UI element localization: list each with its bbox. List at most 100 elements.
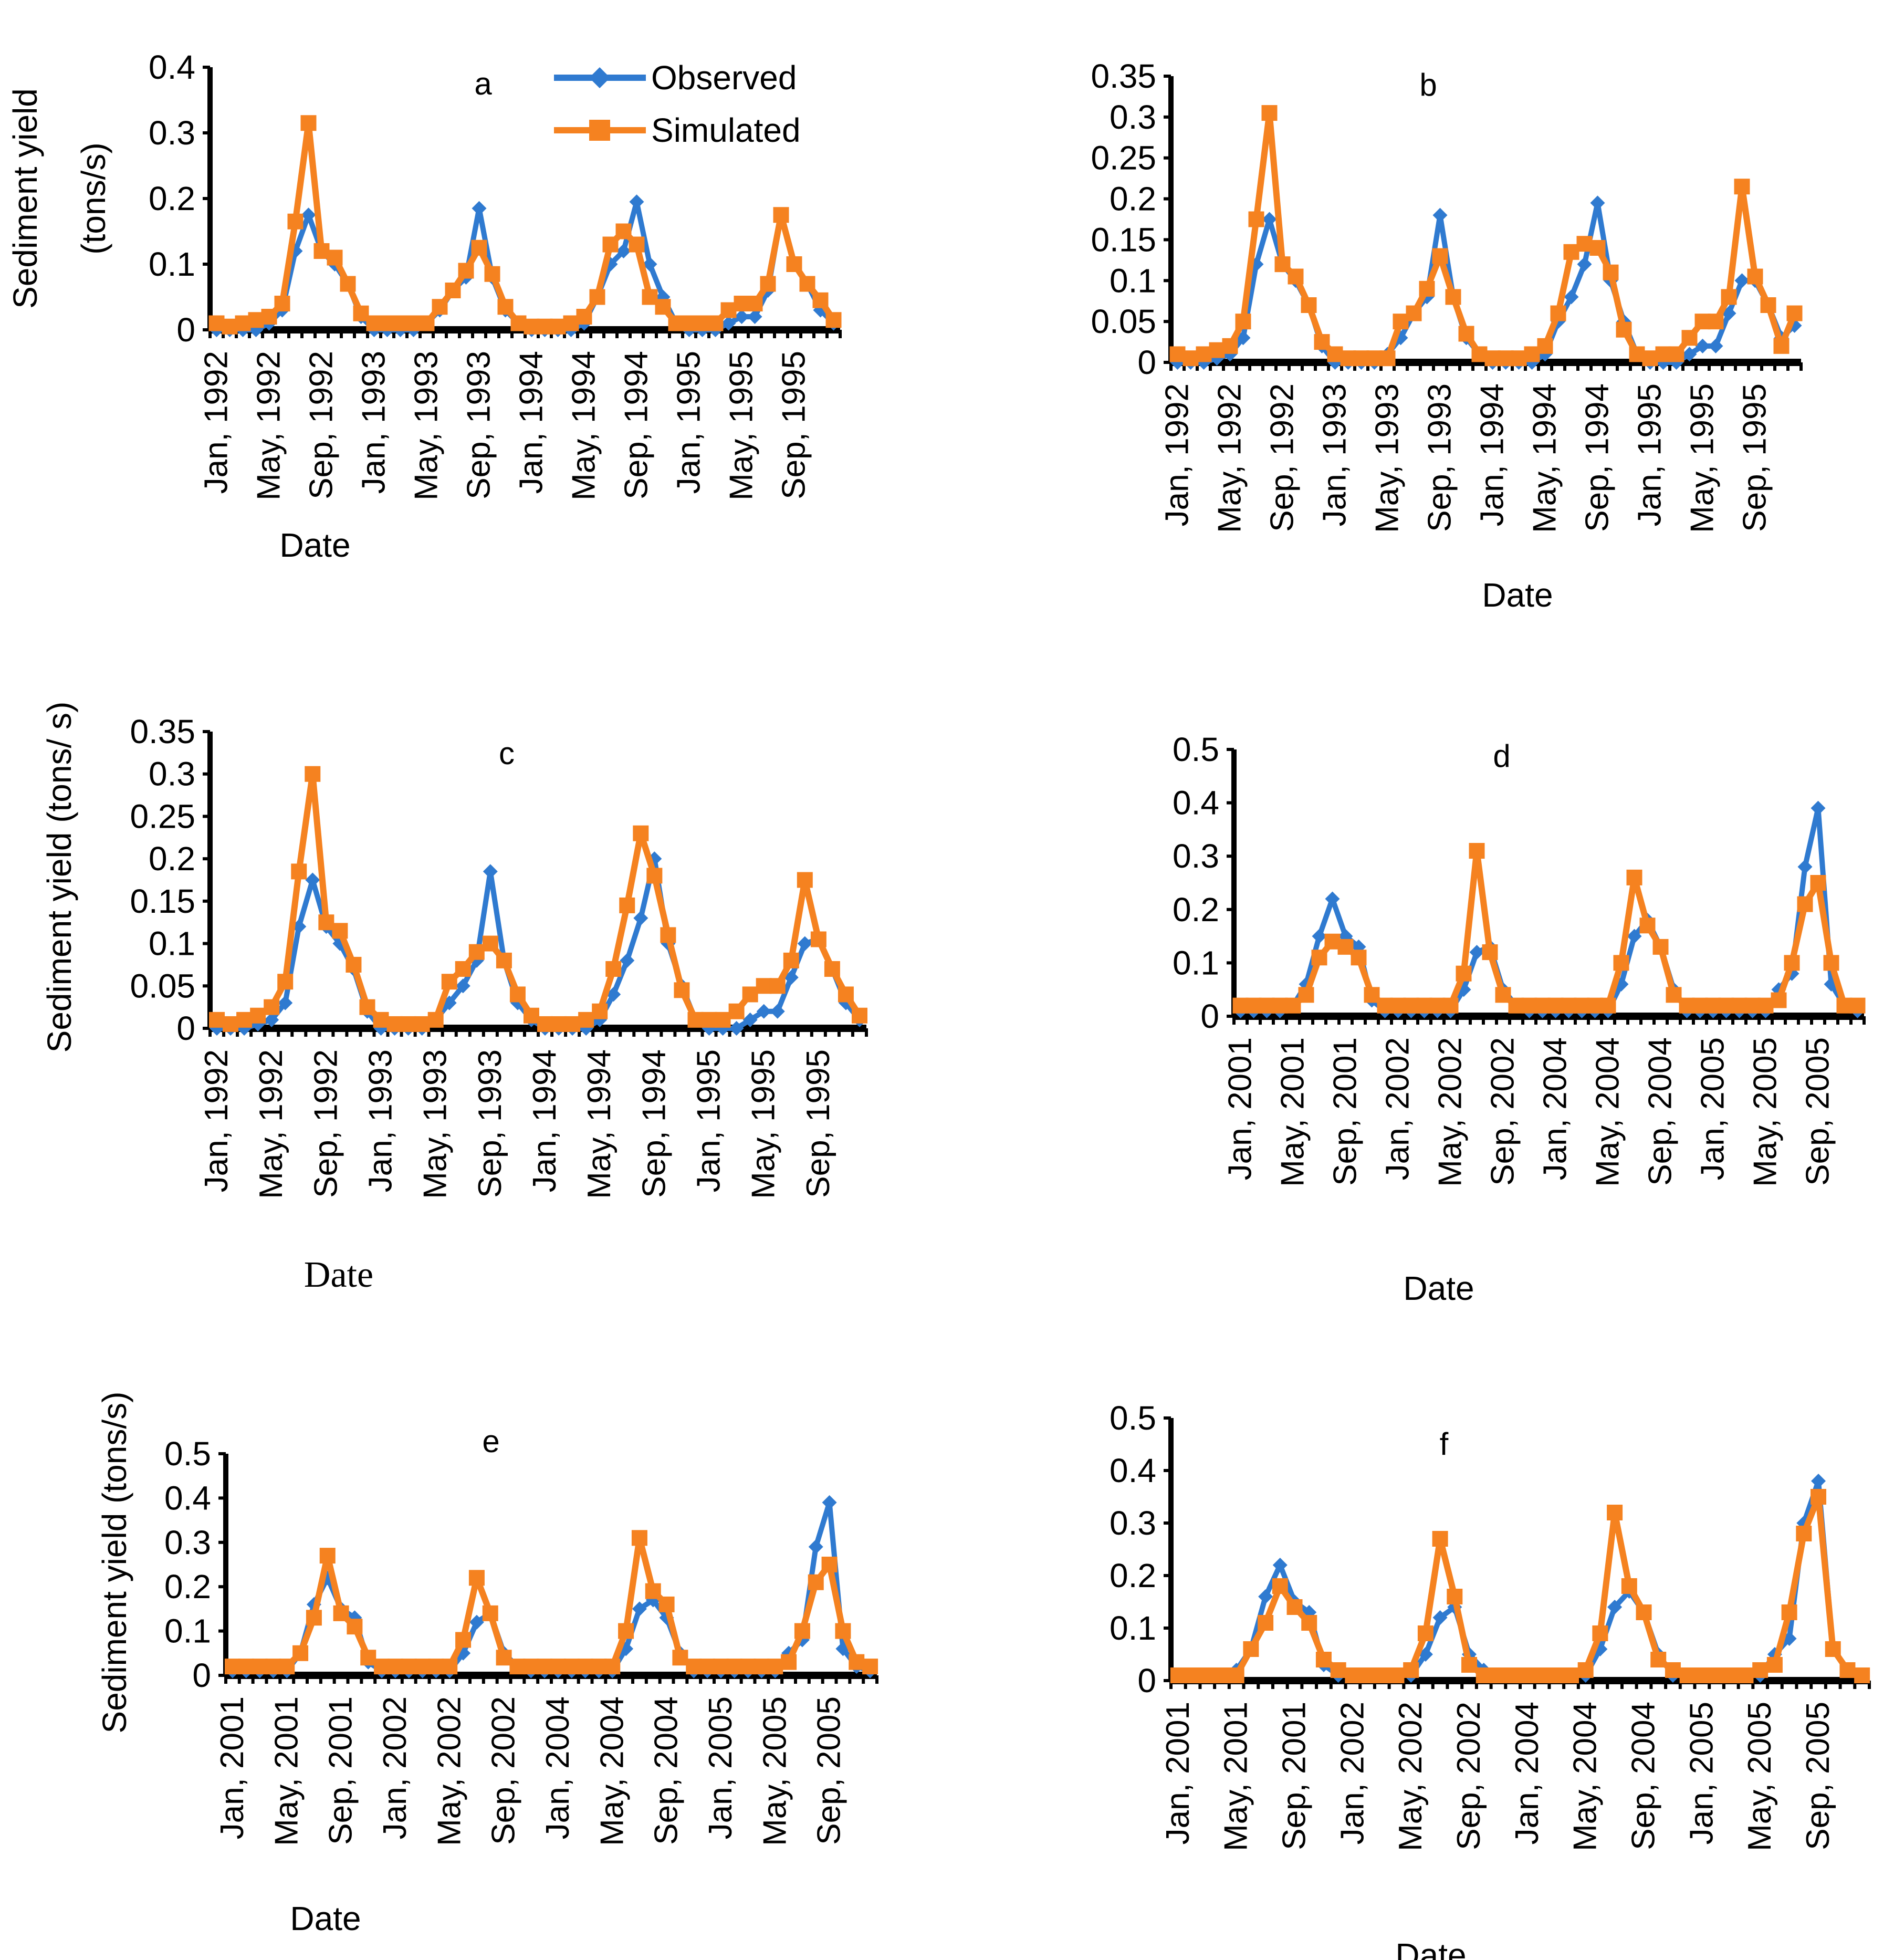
y-tick-label: 0 — [176, 1009, 195, 1047]
simulated-point — [509, 1659, 526, 1675]
simulated-point — [1403, 1662, 1419, 1678]
simulated-point — [1447, 1589, 1463, 1604]
simulated-point — [604, 1659, 621, 1675]
simulated-point — [300, 115, 317, 131]
simulated-point — [224, 1659, 240, 1675]
x-tick-label: Jan, 1995 — [671, 351, 707, 494]
x-tick-label: Sep, 1993 — [461, 351, 497, 499]
simulated-point — [618, 1623, 634, 1639]
observed-point — [747, 309, 762, 324]
y-tick-label: 0.4 — [164, 1479, 211, 1517]
x-axis-label: Date — [1395, 1936, 1466, 1960]
simulated-point — [1679, 1667, 1696, 1683]
observed-point — [797, 936, 812, 951]
observed-point — [1607, 1600, 1623, 1614]
simulated-point — [1490, 1667, 1506, 1683]
simulated-point — [1458, 326, 1474, 342]
simulated-point — [767, 1659, 783, 1675]
x-tick-label: Sep, 2005 — [1800, 1037, 1836, 1186]
simulated-point — [760, 276, 776, 292]
x-tick-label: Jan, 2002 — [1380, 1037, 1416, 1180]
simulated-point — [1668, 346, 1684, 362]
simulated-point — [699, 1659, 716, 1675]
x-tick-label: Sep, 1992 — [304, 351, 340, 499]
simulated-point — [1681, 330, 1698, 346]
simulated-point — [346, 956, 362, 973]
y-tick-label: 0.2 — [1110, 1557, 1156, 1594]
observed-point — [1682, 347, 1697, 362]
x-tick-label: May, 2002 — [1393, 1702, 1429, 1851]
simulated-point — [1636, 1604, 1652, 1620]
observed-point — [642, 257, 657, 272]
simulated-point — [1213, 1667, 1230, 1683]
simulated-point — [236, 1012, 253, 1028]
x-tick-label: May, 1995 — [724, 351, 760, 501]
x-tick-label: Sep, 2002 — [1451, 1702, 1487, 1850]
simulated-point — [1786, 305, 1803, 321]
x-tick-label: May, 2001 — [1275, 1037, 1311, 1187]
x-tick-label: Sep, 1994 — [636, 1049, 672, 1198]
y-tick-label: 0.3 — [1110, 1504, 1156, 1542]
y-tick-label: 0.35 — [1091, 57, 1156, 95]
chart-title: a — [474, 66, 492, 101]
observed-point — [620, 953, 635, 968]
x-tick-label: Sep, 2001 — [1276, 1702, 1313, 1850]
simulated-point — [496, 1650, 512, 1666]
observed-point — [1811, 800, 1826, 816]
x-axis-label: Date — [304, 1255, 373, 1295]
x-tick-label: Sep, 1993 — [1422, 383, 1458, 532]
simulated-point — [756, 978, 772, 994]
simulated-point — [387, 1659, 403, 1675]
observed-point — [455, 978, 470, 994]
simulated-point — [418, 315, 435, 331]
simulated-point — [1345, 1667, 1361, 1683]
simulated-point — [1406, 305, 1422, 321]
simulated-point — [458, 263, 474, 279]
simulated-point — [442, 1659, 458, 1675]
y-tick-label: 0.1 — [164, 1612, 211, 1650]
observed-point — [1469, 945, 1484, 960]
simulated-point — [1170, 1667, 1186, 1683]
y-axis-label: Sediment yield — [6, 88, 44, 309]
y-tick-label: 0.35 — [130, 713, 195, 750]
y-tick-label: 0 — [176, 311, 195, 349]
simulated-point — [1738, 1667, 1754, 1683]
simulated-point — [824, 961, 840, 977]
simulated-point — [1773, 338, 1790, 354]
x-tick-label: May, 1993 — [1369, 383, 1406, 533]
y-tick-label: 0.4 — [1173, 784, 1219, 822]
simulated-point — [441, 974, 457, 990]
observed-point — [278, 995, 293, 1010]
simulated-point — [482, 1605, 498, 1621]
simulated-point — [414, 1659, 431, 1675]
x-tick-label: May, 1993 — [417, 1049, 454, 1199]
y-tick-label: 0.05 — [1091, 303, 1156, 340]
simulated-point — [1288, 268, 1304, 285]
x-tick-label: Jan, 2001 — [1222, 1037, 1259, 1180]
y-tick-label: 0.3 — [1173, 837, 1219, 875]
simulated-point — [1301, 1615, 1317, 1631]
observed-point — [305, 872, 320, 888]
x-tick-label: Jan, 2005 — [1695, 1037, 1731, 1180]
simulated-point — [1537, 338, 1553, 354]
simulated-point — [1760, 297, 1776, 313]
simulated-point — [509, 986, 526, 1003]
simulated-point — [318, 914, 334, 931]
simulated-point — [264, 999, 280, 1015]
simulated-point — [589, 289, 605, 305]
x-tick-label: Jan, 2004 — [1537, 1037, 1574, 1180]
simulated-point — [1286, 1599, 1303, 1615]
y-tick-label: 0.1 — [149, 245, 195, 283]
y-tick-label: 0.2 — [1110, 180, 1156, 218]
simulated-point — [728, 1003, 745, 1019]
simulated-point — [428, 1659, 444, 1675]
legend: Observed Simulated — [554, 59, 801, 149]
y-tick-label: 0.1 — [1173, 944, 1219, 982]
x-tick-label: Sep, 1995 — [776, 351, 812, 499]
x-tick-label: May, 1995 — [1684, 383, 1721, 533]
simulated-point — [1854, 1667, 1870, 1683]
x-tick-label: May, 1992 — [1212, 383, 1248, 533]
x-tick-label: Sep, 2004 — [1642, 1037, 1679, 1186]
x-tick-label: Sep, 2004 — [648, 1696, 685, 1845]
x-tick-label: Jan, 2005 — [703, 1696, 739, 1839]
